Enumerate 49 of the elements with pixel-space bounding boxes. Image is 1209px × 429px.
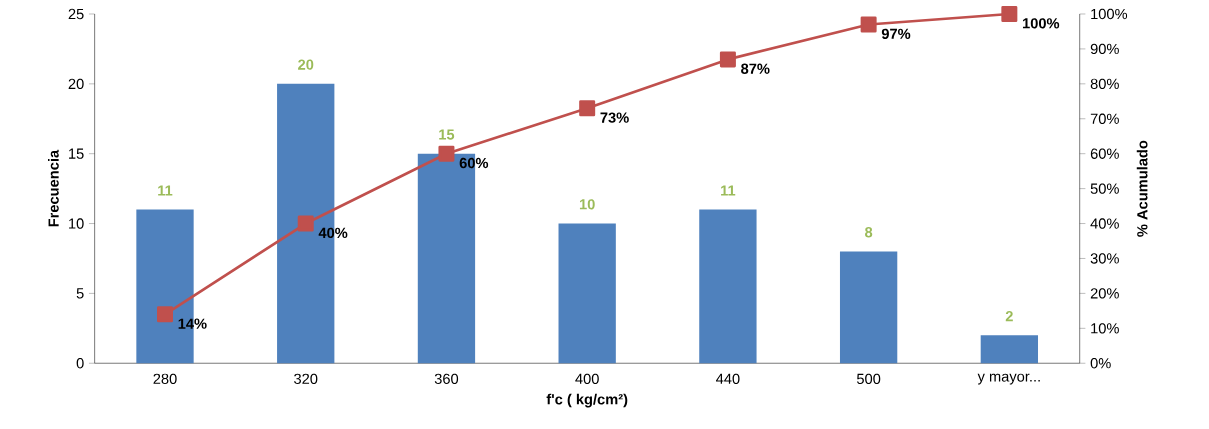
bar: [839, 251, 898, 364]
data-label: 11: [158, 185, 173, 196]
data-label: 15: [439, 129, 455, 140]
data-label: 97%: [881, 28, 911, 39]
y2-tick-label: 60%: [1090, 148, 1119, 159]
y2-tick-label: 90%: [1090, 43, 1119, 54]
y2-tick-label: 10%: [1091, 323, 1119, 334]
point: [719, 51, 736, 68]
bar: [699, 209, 757, 364]
x-tick-label: 400: [575, 373, 599, 384]
y2-tick-label: 30%: [1090, 253, 1119, 264]
point: [297, 215, 314, 232]
y-tick-label: 15: [69, 148, 84, 159]
y2-axis-title: % Acumulado: [1136, 140, 1148, 237]
x-tick-label: 440: [716, 373, 740, 384]
y2-tick-label: 40%: [1090, 218, 1119, 229]
y2-tick-label: 70%: [1090, 113, 1119, 124]
point: [860, 16, 877, 33]
y-tick-label: 0: [76, 357, 84, 369]
y2-tick-label: 50%: [1090, 183, 1119, 194]
y2-tick-label: 0%: [1090, 357, 1111, 369]
y-tick-label: 25: [68, 8, 84, 20]
point: [438, 145, 455, 162]
bar: [980, 335, 1039, 364]
y-tick-label: 20: [68, 78, 84, 89]
y2-tick-label: 20%: [1090, 288, 1119, 299]
data-label: 8: [865, 226, 873, 238]
x-tick-label: y mayor...: [977, 373, 1040, 385]
y-tick-label: 10: [69, 218, 84, 229]
point: [579, 100, 596, 117]
bar: [558, 223, 616, 364]
data-label: 20: [298, 59, 314, 70]
point: [1001, 5, 1018, 22]
y2-tick-label: 100%: [1091, 8, 1128, 20]
data-label: 11: [721, 185, 736, 196]
data-label: 10: [579, 199, 595, 210]
point: [157, 306, 174, 323]
data-label: 2: [1005, 310, 1013, 322]
data-label: 73%: [600, 112, 629, 123]
x-tick-label: 280: [153, 373, 177, 384]
x-tick-label: 320: [294, 373, 318, 384]
x-tick-label: 500: [856, 373, 881, 384]
data-label: 87%: [741, 63, 770, 74]
x-axis-title: f'c ( kg/cm²): [546, 393, 628, 408]
data-label: 100%: [1022, 18, 1060, 29]
y-axis-title: Frecuencia: [48, 149, 59, 227]
y-tick-label: 5: [76, 288, 84, 299]
x-tick-label: 360: [434, 373, 459, 384]
y2-tick-label: 80%: [1090, 78, 1119, 89]
